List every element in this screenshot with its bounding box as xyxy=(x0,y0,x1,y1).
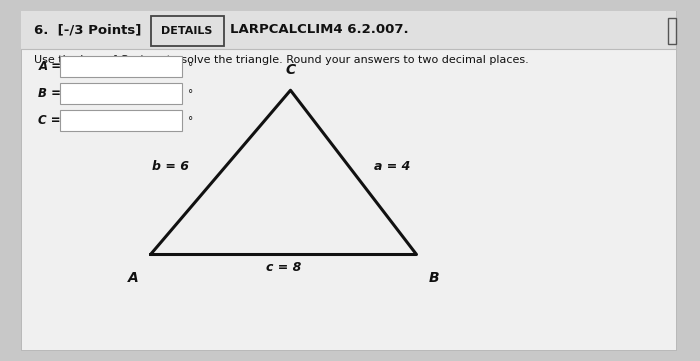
Text: °: ° xyxy=(188,62,193,72)
Text: B =: B = xyxy=(38,87,62,100)
Text: C: C xyxy=(286,64,295,77)
FancyBboxPatch shape xyxy=(60,56,182,77)
FancyBboxPatch shape xyxy=(60,110,182,131)
Text: °: ° xyxy=(188,89,193,99)
Text: b = 6: b = 6 xyxy=(152,160,189,173)
Text: A: A xyxy=(127,271,139,285)
Text: °: ° xyxy=(188,116,193,126)
Text: A =: A = xyxy=(38,60,62,73)
Text: B: B xyxy=(428,271,440,285)
FancyBboxPatch shape xyxy=(668,18,676,44)
Text: a = 4: a = 4 xyxy=(374,160,411,173)
Text: c = 8: c = 8 xyxy=(266,261,301,274)
Text: LARPCALCLIM4 6.2.007.: LARPCALCLIM4 6.2.007. xyxy=(230,23,408,36)
FancyBboxPatch shape xyxy=(21,11,676,49)
Text: Use the Law of Cosines to solve the triangle. Round your answers to two decimal : Use the Law of Cosines to solve the tria… xyxy=(34,55,528,65)
Text: DETAILS: DETAILS xyxy=(161,26,213,36)
FancyBboxPatch shape xyxy=(60,83,182,104)
FancyBboxPatch shape xyxy=(150,16,224,46)
Text: C =: C = xyxy=(38,114,61,127)
FancyBboxPatch shape xyxy=(21,11,676,350)
Text: 6.  [-/3 Points]: 6. [-/3 Points] xyxy=(34,23,141,36)
